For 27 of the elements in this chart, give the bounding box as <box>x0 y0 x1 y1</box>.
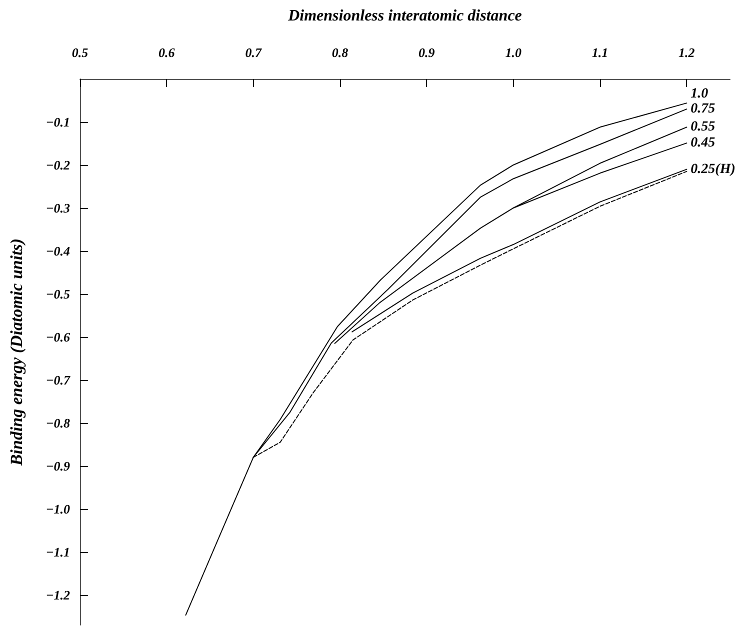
y-tick-label: −1.1 <box>46 544 70 560</box>
series-label: 1.0 <box>690 86 708 102</box>
y-tick-label: −0.1 <box>46 114 70 130</box>
y-tick-label: −1.2 <box>46 587 70 602</box>
y-tick-label: −0.2 <box>46 157 70 172</box>
series-label: 0.75 <box>690 102 716 117</box>
x-tick-label: 0.8 <box>332 45 349 60</box>
y-tick-label: −0.4 <box>46 243 70 258</box>
x-tick-label: 1.2 <box>678 45 696 60</box>
x-tick-label: 0.6 <box>158 45 176 60</box>
x-tick-label: 0.5 <box>72 45 89 60</box>
series-label: 0.25(H) <box>690 162 736 177</box>
y-tick-label: −0.6 <box>46 329 70 344</box>
x-tick-label: 0.7 <box>245 45 262 60</box>
series-label: 0.45 <box>690 136 716 151</box>
x-axis-title: Dimensionless interatomic distance <box>287 8 522 24</box>
y-axis-title: Binding energy (Diatomic units) <box>7 238 26 467</box>
y-tick-label: −0.8 <box>46 415 70 430</box>
x-tick-label: 1.0 <box>505 45 522 60</box>
x-tick-label: 0.9 <box>418 45 436 60</box>
x-tick-label: 1.1 <box>592 45 608 60</box>
y-tick-label: −0.9 <box>46 458 70 474</box>
y-tick-label: −0.7 <box>46 372 70 388</box>
series-label: 0.55 <box>690 120 716 135</box>
y-tick-label: −0.3 <box>46 200 70 216</box>
y-tick-label: −0.5 <box>46 286 70 302</box>
y-tick-label: −1.0 <box>46 501 70 516</box>
